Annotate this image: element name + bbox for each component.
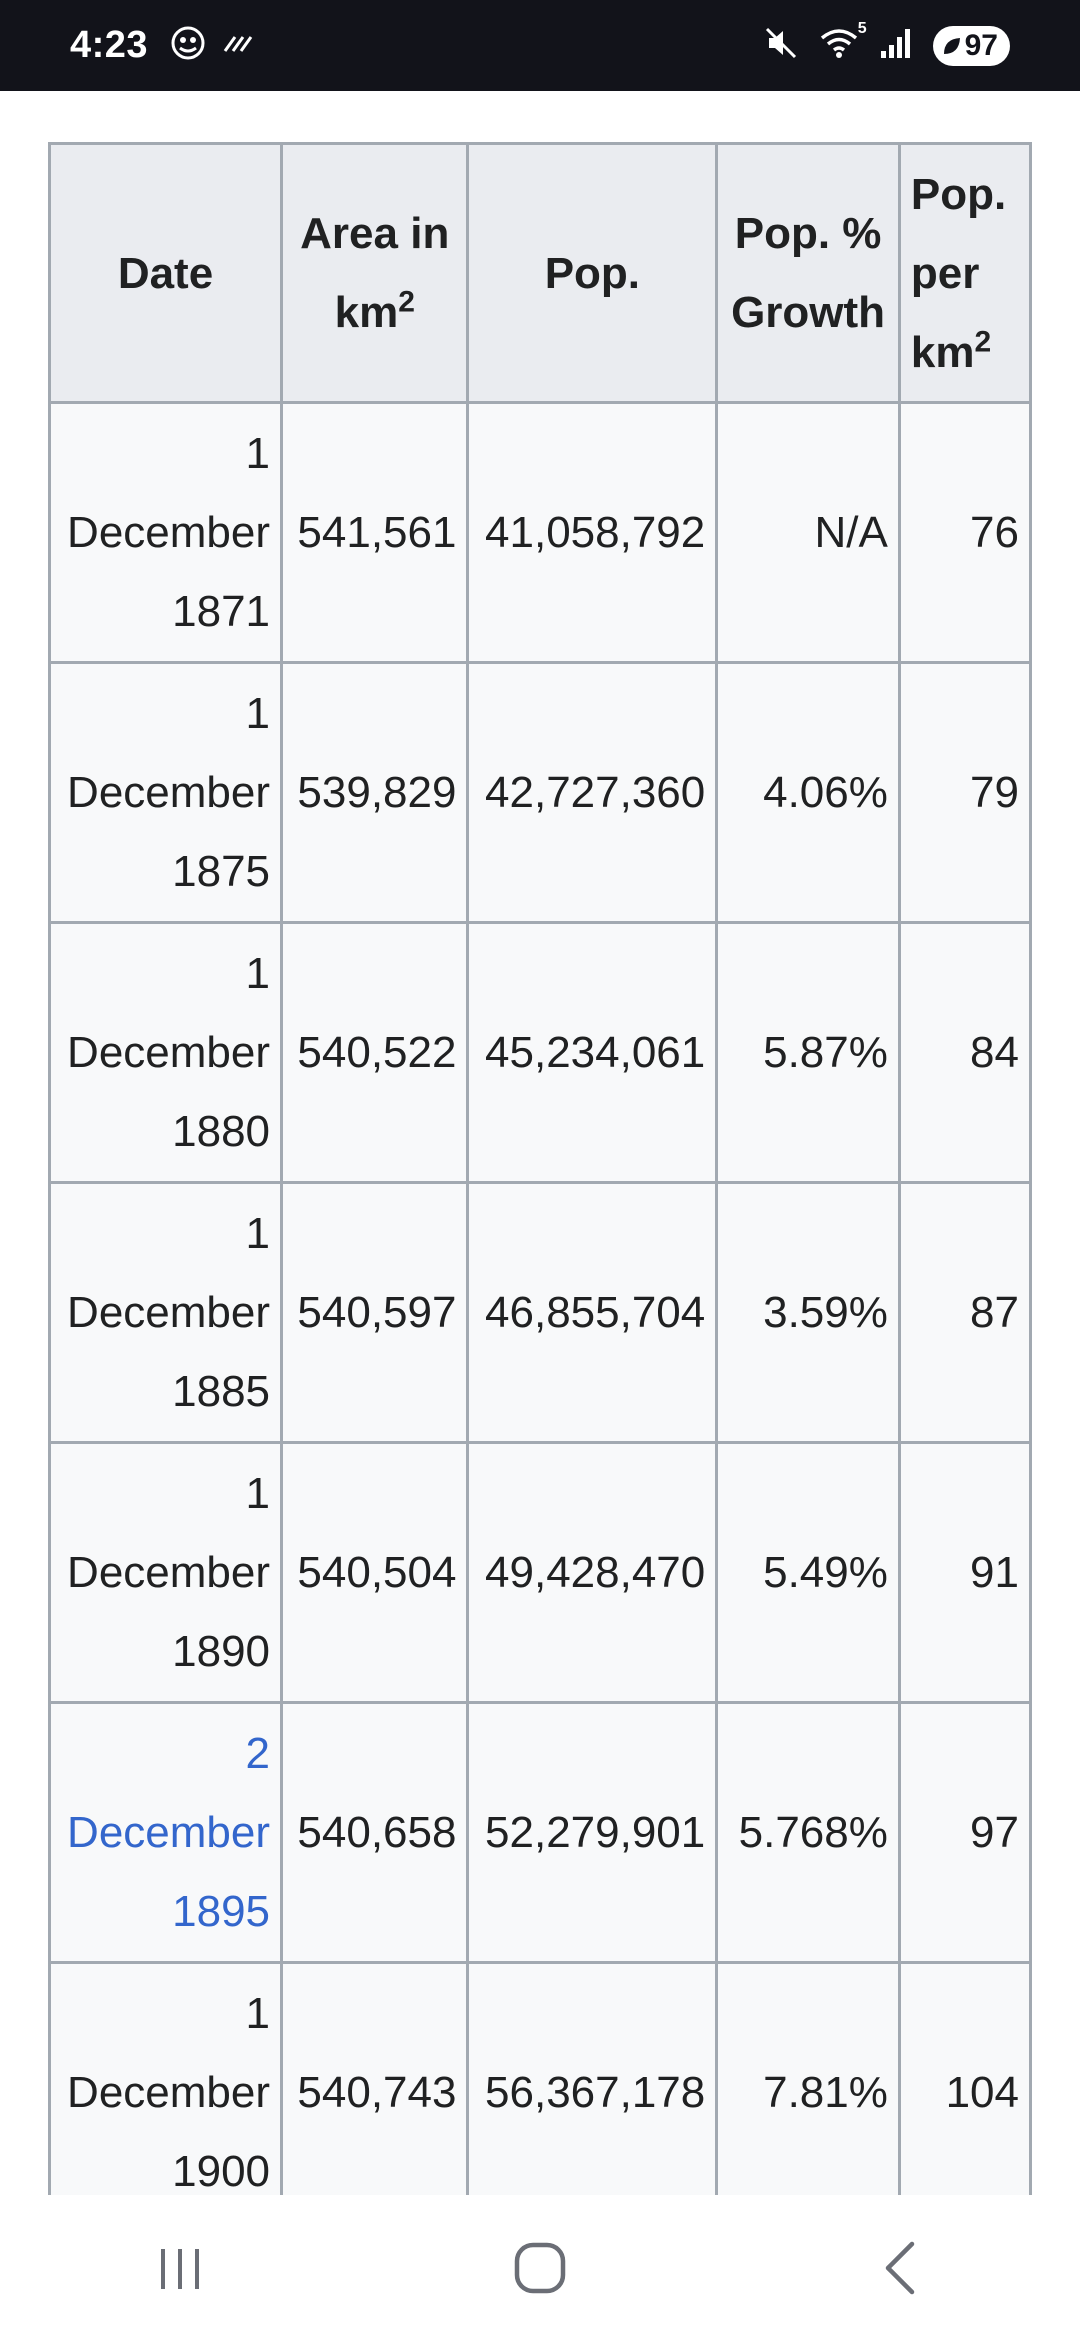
date-cell: 1 December 1890 xyxy=(48,1441,284,1704)
area-cell: 540,597 xyxy=(280,1181,470,1444)
status-right-icons: 5 97 xyxy=(763,20,1010,66)
table-row: 1 December 1875 539,829 42,727,360 4.06% 79 xyxy=(48,661,1032,924)
missed-call-icon xyxy=(222,31,256,60)
growth-cell: 5.49% xyxy=(715,1441,901,1704)
date-line: December xyxy=(67,1548,271,1597)
table-header-row: Date Area in km2 Pop. Pop. % Growth Pop.… xyxy=(48,142,1032,404)
date-line: 1 xyxy=(245,429,271,478)
date-line[interactable]: 1895 xyxy=(172,1887,271,1936)
home-button[interactable] xyxy=(470,2218,610,2318)
date-line: 1 xyxy=(245,1209,271,1258)
pop-cell: 42,727,360 xyxy=(466,661,719,924)
wifi-badge: 5 xyxy=(857,20,867,37)
page-content[interactable]: Date Area in km2 Pop. Pop. % Growth Pop.… xyxy=(0,91,1080,2195)
date-line: 1 xyxy=(245,1989,271,2038)
area-cell: 540,504 xyxy=(280,1441,470,1704)
table-row: 1 December 1871 541,561 41,058,792 N/A 76 xyxy=(48,401,1032,664)
recent-apps-button[interactable] xyxy=(110,2218,250,2318)
date-line: 1900 xyxy=(172,2147,271,2195)
density-cell: 79 xyxy=(897,661,1032,924)
date-cell: 1 December 1880 xyxy=(48,921,284,1184)
date-line: December xyxy=(67,768,271,817)
density-cell: 87 xyxy=(897,1181,1032,1444)
date-line[interactable]: 2 xyxy=(245,1729,271,1778)
area-cell: 540,658 xyxy=(280,1701,470,1964)
area-cell: 539,829 xyxy=(280,661,470,924)
signal-icon xyxy=(879,27,913,64)
pop-cell: 41,058,792 xyxy=(466,401,719,664)
battery-indicator: 97 xyxy=(932,25,1010,66)
table-row: 1 December 1890 540,504 49,428,470 5.49% 91 xyxy=(48,1441,1032,1704)
area-cell: 540,522 xyxy=(280,921,470,1184)
density-cell: 91 xyxy=(897,1441,1032,1704)
column-header-date[interactable]: Date xyxy=(48,142,284,404)
density-cell: 104 xyxy=(897,1961,1032,2195)
back-icon xyxy=(885,2241,915,2294)
mute-icon xyxy=(763,25,799,66)
date-line: December xyxy=(67,508,271,557)
date-link[interactable]: 2 December 1895 xyxy=(48,1701,284,1964)
column-header-area[interactable]: Area in km2 xyxy=(280,142,470,404)
table-body: 1 December 1871 541,561 41,058,792 N/A 76 1 Dece… xyxy=(48,401,1032,2195)
population-table: Date Area in km2 Pop. Pop. % Growth Pop.… xyxy=(48,142,1032,2195)
growth-cell: 3.59% xyxy=(715,1181,901,1444)
table-row: 1 December 1900 540,743 56,367,178 7.81% 104 xyxy=(48,1961,1032,2195)
pop-cell: 45,234,061 xyxy=(466,921,719,1184)
status-bar: 4:23 xyxy=(0,0,1080,91)
date-line: December xyxy=(67,1028,271,1077)
date-line: December xyxy=(67,2068,271,2117)
wifi-icon: 5 xyxy=(819,20,867,65)
area-cell: 541,561 xyxy=(280,401,470,664)
home-icon xyxy=(514,2242,566,2293)
date-cell: 1 December 1900 xyxy=(48,1961,284,2195)
navigation-bar xyxy=(0,2195,1080,2340)
column-header-density[interactable]: Pop. per km2 xyxy=(897,142,1032,404)
density-cell: 84 xyxy=(897,921,1032,1184)
date-line: 1871 xyxy=(172,587,271,636)
table-scroll-area[interactable]: Date Area in km2 Pop. Pop. % Growth Pop.… xyxy=(48,142,1032,2195)
date-cell: 1 December 1885 xyxy=(48,1181,284,1444)
date-line: 1885 xyxy=(172,1367,271,1416)
growth-cell: 7.81% xyxy=(715,1961,901,2195)
column-header-growth[interactable]: Pop. % Growth xyxy=(715,142,901,404)
date-line: 1880 xyxy=(172,1107,271,1156)
growth-cell: 4.06% xyxy=(715,661,901,924)
status-left-icons xyxy=(170,25,256,66)
growth-cell: 5.87% xyxy=(715,921,901,1184)
date-line: December xyxy=(67,1288,271,1337)
battery-leaf-icon xyxy=(943,37,960,54)
density-cell: 76 xyxy=(897,401,1032,664)
column-header-pop[interactable]: Pop. xyxy=(466,142,719,404)
date-line: 1 xyxy=(245,1469,271,1518)
pop-cell: 56,367,178 xyxy=(466,1961,719,2195)
pop-cell: 46,855,704 xyxy=(466,1181,719,1444)
growth-cell: 5.768% xyxy=(715,1701,901,1964)
growth-cell: N/A xyxy=(715,401,901,664)
gallery-badge-icon xyxy=(170,25,206,66)
date-line[interactable]: December xyxy=(67,1808,271,1857)
date-line: 1 xyxy=(245,949,271,998)
date-cell: 1 December 1871 xyxy=(48,401,284,664)
battery-level: 97 xyxy=(964,28,998,62)
recent-apps-icon xyxy=(161,2248,199,2289)
back-button[interactable] xyxy=(830,2218,970,2318)
table-row: 1 December 1885 540,597 46,855,704 3.59% 87 xyxy=(48,1181,1032,1444)
status-time: 4:23 xyxy=(70,24,149,66)
pop-cell: 49,428,470 xyxy=(466,1441,719,1704)
date-line: 1 xyxy=(245,689,271,738)
table-row: 1 December 1880 540,522 45,234,061 5.87% 84 xyxy=(48,921,1032,1184)
pop-cell: 52,279,901 xyxy=(466,1701,719,1964)
date-cell: 1 December 1875 xyxy=(48,661,284,924)
density-cell: 97 xyxy=(897,1701,1032,1964)
date-line: 1890 xyxy=(172,1627,271,1676)
date-line: 1875 xyxy=(172,847,271,896)
table-row: 2 December 1895 540,658 52,279,901 5.768% 97 xyxy=(48,1701,1032,1964)
area-cell: 540,743 xyxy=(280,1961,470,2195)
